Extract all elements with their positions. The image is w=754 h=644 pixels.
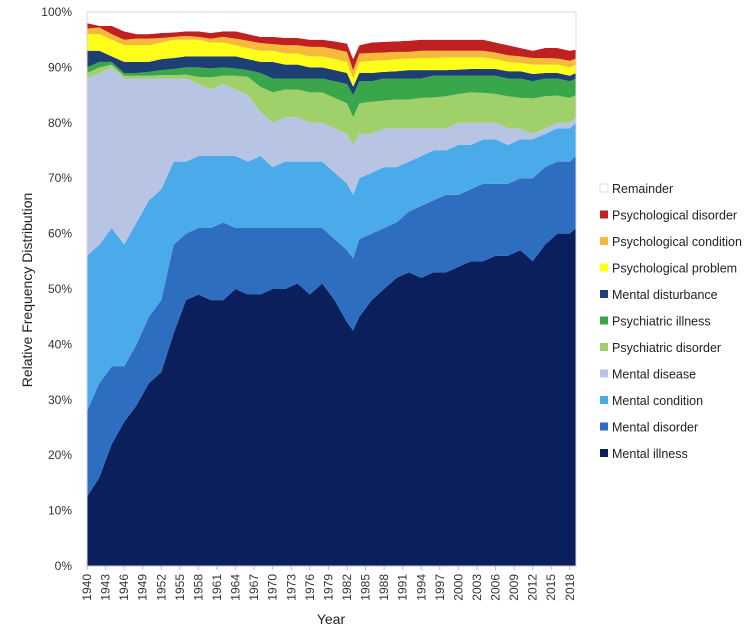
legend-label: Psychological problem xyxy=(612,262,737,276)
x-tick-label: 1973 xyxy=(284,574,298,601)
legend-label: Mental illness xyxy=(612,447,688,461)
legend-label: Remainder xyxy=(612,182,673,196)
y-tick-label: 90% xyxy=(48,60,72,74)
y-tick-label: 40% xyxy=(48,337,72,351)
x-tick-label: 1982 xyxy=(340,574,354,601)
x-tick-label: 2015 xyxy=(544,574,558,601)
y-tick-label: 80% xyxy=(48,116,72,130)
x-tick-label: 1976 xyxy=(303,574,317,601)
legend-swatch xyxy=(600,290,608,298)
y-tick-label: 50% xyxy=(48,282,72,296)
area-psychiatric-disorder xyxy=(87,64,576,145)
legend-item-mental-illness: Mental illness xyxy=(600,447,688,461)
y-axis-title: Relative Frequency Distribution xyxy=(19,193,35,388)
legend-item-psychological-condition: Psychological condition xyxy=(600,235,742,249)
x-tick-label: 1985 xyxy=(359,574,373,601)
legend-label: Psychiatric illness xyxy=(612,315,711,329)
area-psychological-condition xyxy=(87,27,576,79)
x-tick-label: 1994 xyxy=(414,574,428,601)
x-tick-label: 2006 xyxy=(489,574,503,601)
x-tick-label: 1961 xyxy=(210,574,224,601)
area-mental-disturbance xyxy=(87,50,576,96)
legend-swatch xyxy=(600,396,608,404)
y-tick-label: 10% xyxy=(48,504,72,518)
x-tick-label: 1949 xyxy=(136,574,150,601)
axes-group xyxy=(86,11,577,567)
legend-label: Mental disease xyxy=(612,368,696,382)
x-tick-label: 2003 xyxy=(470,574,484,601)
x-tick-label: 1991 xyxy=(396,574,410,601)
y-tick-label: 100% xyxy=(41,5,72,19)
area-mental-condition xyxy=(87,122,576,411)
legend-item-psychological-disorder: Psychological disorder xyxy=(600,209,737,223)
x-tick-labels: 1940 1943 1946 1949 1952 1955 1958 1961 1964 1967… xyxy=(80,566,577,601)
legend: Remainder Psychological disorder Psycholog… xyxy=(599,182,742,461)
x-tick-label: 2000 xyxy=(451,574,465,601)
x-tick-label: 1964 xyxy=(229,574,243,601)
x-tick-label: 1997 xyxy=(433,574,447,601)
legend-swatch xyxy=(600,210,608,219)
x-tick-label: 2012 xyxy=(526,574,540,601)
legend-item-mental-condition: Mental condition xyxy=(600,394,703,408)
y-tick-label: 30% xyxy=(48,393,72,407)
x-tick-label: 1967 xyxy=(247,574,261,601)
x-tick-label: 1958 xyxy=(191,574,205,601)
legend-item-psychological-problem: Psychological problem xyxy=(600,262,737,276)
legend-item-mental-disease: Mental disease xyxy=(600,368,696,382)
x-tick-label: 1955 xyxy=(173,574,187,601)
y-tick-label: 60% xyxy=(48,227,72,241)
x-tick-label: 1952 xyxy=(154,574,168,601)
x-tick-label: 1946 xyxy=(117,574,131,601)
area-psychological-disorder xyxy=(87,23,576,71)
x-tick-label: 1988 xyxy=(377,574,391,601)
legend-swatch xyxy=(600,422,608,431)
legend-item-mental-disturbance: Mental disturbance xyxy=(600,288,718,302)
x-axis-title: Year xyxy=(317,611,346,627)
legend-swatch xyxy=(600,343,608,351)
legend-label: Mental condition xyxy=(612,394,703,408)
x-tick-label: 1970 xyxy=(266,574,280,601)
legend-swatch xyxy=(600,369,608,378)
legend-label: Psychological condition xyxy=(612,235,742,249)
legend-item-psychiatric-disorder: Psychiatric disorder xyxy=(600,341,721,355)
area-mental-disorder xyxy=(87,156,576,497)
x-tick-label: 1943 xyxy=(99,574,113,601)
x-tick-label: 2009 xyxy=(507,574,521,601)
legend-item-remainder: Remainder xyxy=(599,182,673,196)
legend-label: Psychiatric disorder xyxy=(612,341,721,355)
area-mental-illness xyxy=(87,228,576,566)
legend-label: Psychological disorder xyxy=(612,209,737,223)
area-series-group xyxy=(87,12,576,566)
area-mental-disease xyxy=(87,67,576,256)
y-tick-label: 70% xyxy=(48,171,72,185)
y-tick-label: 0% xyxy=(55,559,73,573)
y-tick-labels: 0% 10% 20% 30% 40% 50% 60% 70% 80% 90% 100% xyxy=(41,5,72,573)
legend-swatch xyxy=(600,316,608,325)
legend-item-mental-disorder: Mental disorder xyxy=(600,421,698,435)
legend-swatch xyxy=(599,183,609,193)
x-tick-label: 2018 xyxy=(563,574,577,601)
area-remainder xyxy=(87,12,576,60)
legend-swatch xyxy=(600,263,608,272)
x-tick-label: 1940 xyxy=(80,574,94,601)
y-tick-label: 20% xyxy=(48,448,72,462)
legend-swatch xyxy=(600,449,608,457)
legend-label: Mental disturbance xyxy=(612,288,718,302)
x-tick-label: 1979 xyxy=(321,574,335,601)
legend-swatch xyxy=(600,237,608,245)
legend-item-psychiatric-illness: Psychiatric illness xyxy=(600,315,711,329)
area-psychological-problem xyxy=(87,34,576,87)
legend-label: Mental disorder xyxy=(612,421,698,435)
